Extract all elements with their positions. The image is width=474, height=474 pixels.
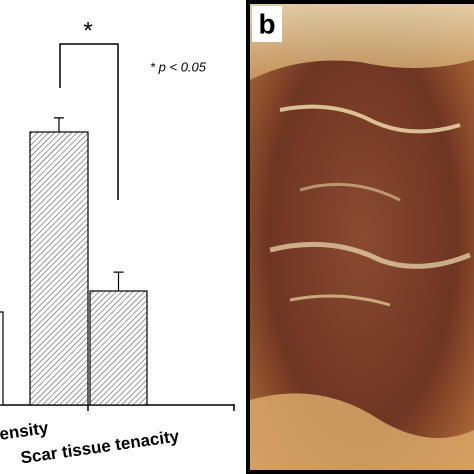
error-bar (54, 117, 64, 132)
error-bar (113, 271, 124, 291)
bar (89, 290, 148, 406)
bar (0, 311, 4, 406)
bar (29, 131, 89, 406)
significance-mark: * (83, 17, 92, 44)
annotation: * p < 0.05 (150, 59, 207, 74)
photo: b (246, 0, 474, 474)
panel-label: b (258, 8, 275, 39)
x-tick-label: ensity (0, 418, 50, 444)
significance-bracket (59, 43, 119, 200)
